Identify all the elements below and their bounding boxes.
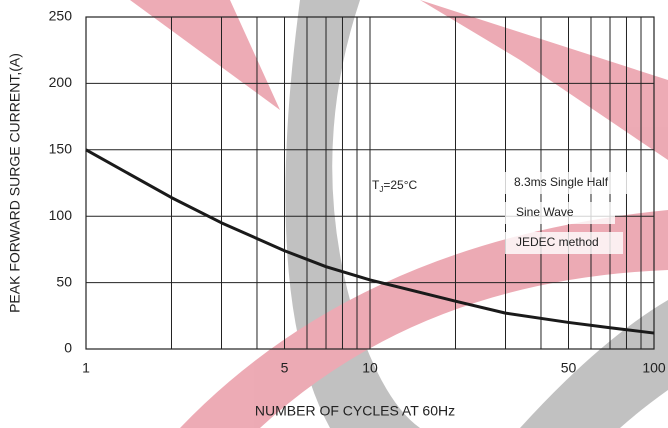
- y-tick-label: 200: [49, 74, 73, 90]
- temperature-label: TJ=25°C: [372, 178, 417, 194]
- y-tick-label: 50: [56, 273, 72, 289]
- annotation-background: [505, 232, 623, 254]
- temperature-label-part: =25°C: [383, 178, 417, 192]
- x-tick-label: 5: [281, 360, 289, 376]
- temperature-label-part: T: [372, 178, 380, 192]
- y-tick-label: 250: [49, 8, 73, 24]
- line-series: [85, 148, 655, 335]
- annotation-background: [505, 172, 630, 194]
- x-tick-label: 10: [362, 360, 378, 376]
- x-tick-label: 1: [82, 360, 90, 376]
- x-tick-label: 100: [642, 360, 666, 376]
- x-axis-label: NUMBER OF CYCLES AT 60Hz: [255, 403, 455, 419]
- y-axis-label: PEAK FORWARD SURGE CURRENT,(A): [7, 53, 23, 313]
- y-tick-label: 150: [49, 141, 73, 157]
- annotation: 8.3ms Single Half: [514, 175, 609, 189]
- x-tick-label: 50: [561, 360, 577, 376]
- annotation: JEDEC method: [516, 235, 599, 249]
- watermark: [130, 0, 668, 428]
- annotation-background: [505, 202, 615, 224]
- y-tick-label: 0: [64, 340, 72, 356]
- temperature-label-part: J: [379, 185, 383, 194]
- y-tick-label: 100: [49, 207, 73, 223]
- annotation: Sine Wave: [516, 205, 574, 219]
